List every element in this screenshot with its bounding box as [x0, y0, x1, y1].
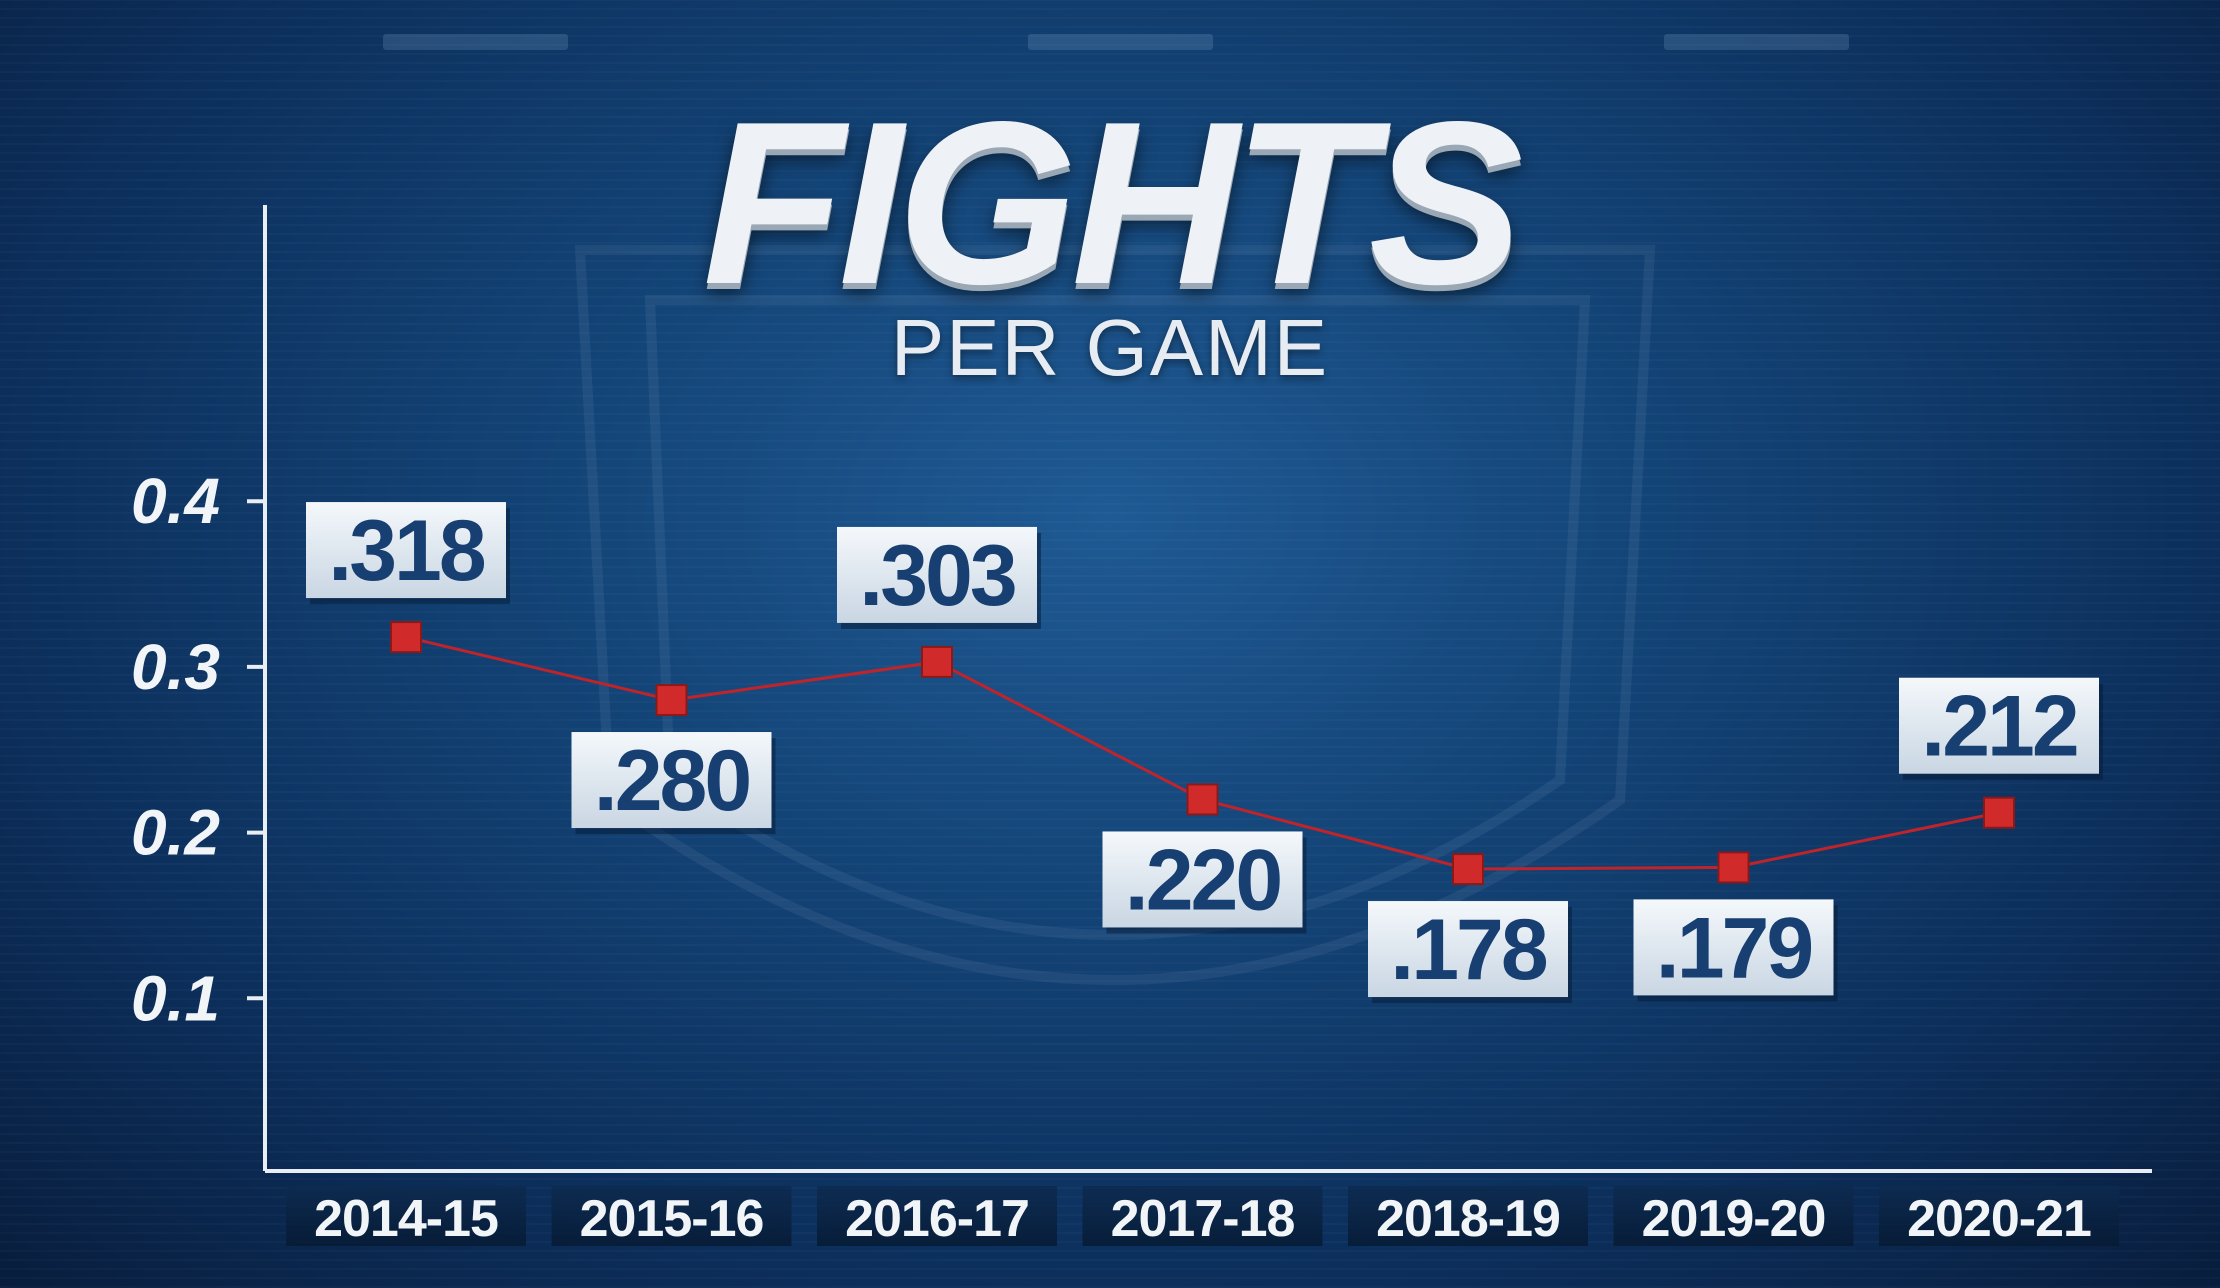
data-label-box	[1368, 901, 1568, 998]
top-decor-bar	[383, 34, 568, 50]
top-decor-bar	[1664, 34, 1849, 50]
chart-axes	[263, 205, 2152, 1173]
data-label: .178	[1390, 902, 1547, 998]
data-label: .318	[328, 503, 485, 599]
x-tick-label: 2015-16	[580, 1190, 764, 1248]
data-point-marker	[1983, 796, 2015, 829]
x-tick-box	[1082, 1186, 1323, 1246]
series-line	[390, 621, 2015, 886]
data-point-marker	[390, 621, 422, 654]
x-tick-label: 2020-21	[1907, 1190, 2091, 1248]
x-tick-box	[286, 1186, 526, 1246]
data-point-marker	[921, 645, 953, 678]
y-tick-label: 0.2	[131, 797, 220, 869]
x-tick-box	[817, 1186, 1057, 1246]
data-point-marker	[1452, 853, 1484, 886]
x-tick-box	[1348, 1186, 1588, 1246]
data-label-box	[571, 732, 772, 829]
x-axis-ticks: 2014-15 2015-16 2016-17 2017-18 2018-19 2019-…	[286, 1186, 2119, 1248]
x-tick-label: 2016-17	[845, 1190, 1029, 1248]
data-label: .280	[594, 733, 750, 829]
data-label: .179	[1656, 900, 1812, 996]
x-tick-label: 2014-15	[314, 1190, 498, 1248]
y-tick-label: 0.4	[131, 465, 220, 537]
data-label: .303	[859, 528, 1015, 624]
data-label-box	[837, 526, 1037, 623]
x-tick-label: 2018-19	[1376, 1190, 1560, 1248]
y-tick-label: 0.3	[131, 631, 220, 703]
chart-title: FIGHTS	[702, 74, 1524, 333]
data-label-box	[306, 502, 506, 599]
top-decor-bar	[1028, 34, 1213, 50]
data-point-marker	[655, 684, 688, 717]
data-label: .212	[1921, 679, 2077, 775]
chart-subtitle: PER GAME	[890, 303, 1330, 392]
data-label: .220	[1125, 832, 1281, 928]
x-tick-box	[1879, 1186, 2119, 1246]
y-axis-ticks: 0.4 0.3 0.2 0.1	[131, 465, 265, 1034]
x-tick-box	[551, 1186, 792, 1246]
data-label-box	[1899, 677, 2099, 774]
data-labels: .318 .280 .303 .220 .178 .179 .212	[306, 502, 2103, 1004]
y-tick-label: 0.1	[131, 962, 220, 1034]
x-tick-label: 2017-18	[1111, 1190, 1295, 1248]
x-tick-label: 2019-20	[1642, 1190, 1826, 1248]
x-tick-box	[1613, 1186, 1854, 1246]
data-label-box	[1102, 831, 1303, 928]
data-point-marker	[1717, 851, 1750, 884]
data-point-marker	[1186, 783, 1219, 816]
data-label-box	[1633, 899, 1834, 996]
